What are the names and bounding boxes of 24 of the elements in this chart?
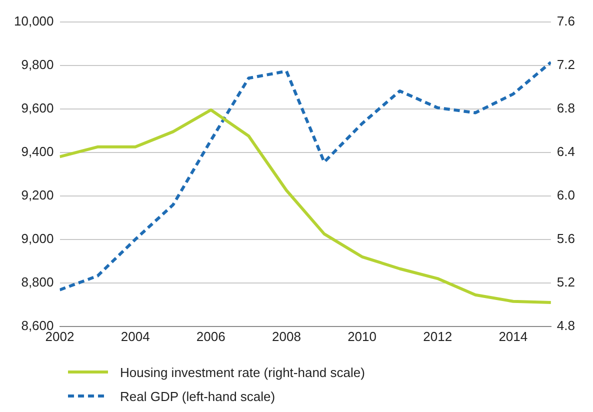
y2-tick-label: 4.8: [556, 318, 576, 333]
y2-tick-label: 6.0: [556, 187, 576, 202]
x-tick-label: 2006: [196, 328, 226, 344]
y2-tick-label: 7.6: [556, 13, 576, 28]
x-tick-label: 2012: [423, 328, 452, 344]
x-tick-label: 2010: [348, 328, 376, 344]
y-tick-label: 9,200: [21, 187, 54, 202]
y-tick-label: 9,000: [21, 230, 54, 246]
legend-label: Housing investment rate (right-hand scale): [120, 364, 365, 380]
y2-tick-label: 5.6: [556, 230, 576, 246]
y-tick-label: 9,400: [21, 144, 54, 159]
y-tick-label: 9,600: [21, 100, 54, 116]
y-tick-label: 8,800: [21, 274, 54, 290]
line-series: [60, 60, 551, 292]
y2-tick-label: 5.2: [556, 274, 576, 290]
y2-tick-label: 6.4: [556, 144, 576, 159]
x-tick-label: 2008: [272, 328, 301, 344]
x-tick-label: 2004: [120, 328, 150, 344]
y-tick-label: 9,800: [21, 56, 54, 72]
y2-tick-label: 6.8: [556, 100, 576, 116]
y2-tick-label: 7.2: [556, 56, 576, 72]
legend-label: Real GDP (left-hand scale): [120, 388, 276, 404]
y-tick-label: 10,000: [14, 13, 54, 28]
x-tick-label: 2014: [498, 328, 528, 344]
